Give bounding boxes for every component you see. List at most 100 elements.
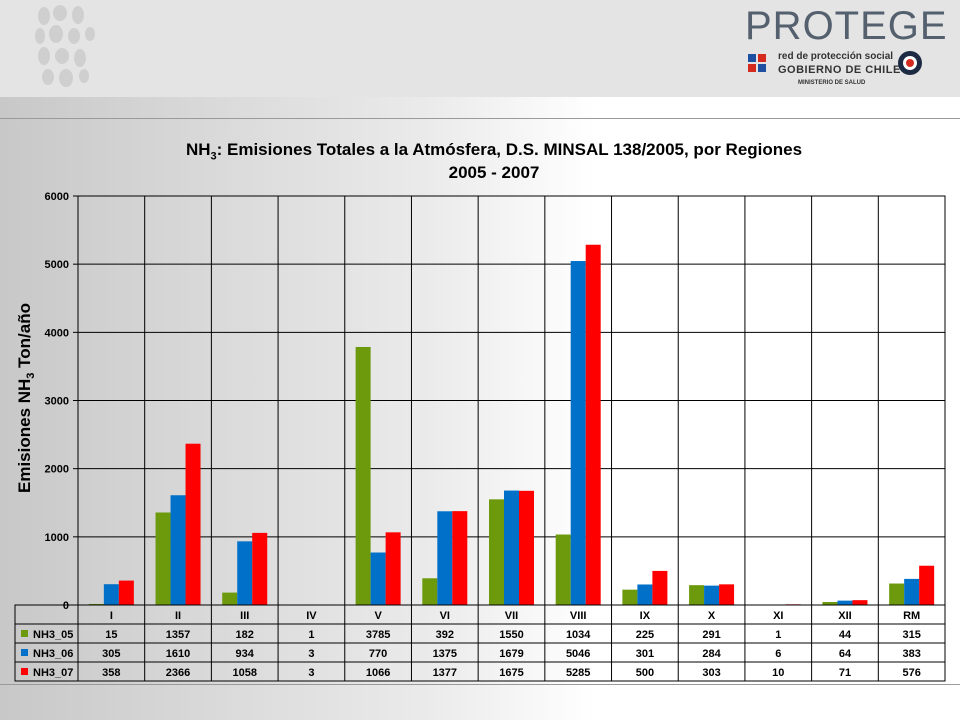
bar-nh3_05-vii — [489, 499, 504, 605]
bar-nh3_05-xii — [822, 602, 838, 605]
table-cell-value: 358 — [102, 667, 120, 679]
x-tick-label: VIII — [570, 610, 587, 622]
bar-nh3_06-vii — [504, 490, 519, 605]
legend-label: NH3_06 — [33, 648, 73, 660]
table-cell-value: 1058 — [232, 667, 256, 679]
legend-label: NH3_07 — [33, 667, 73, 679]
table-cell-value: 301 — [636, 648, 654, 660]
y-tick-label: 2000 — [45, 464, 69, 476]
table-cell-value: 392 — [436, 629, 454, 641]
x-tick-label: RM — [903, 610, 920, 622]
table-cell-value: 383 — [902, 648, 920, 660]
x-tick-label: III — [240, 610, 249, 622]
table-cell-value: 3 — [308, 667, 314, 679]
bar-nh3_05-iii — [222, 592, 238, 605]
bar-nh3_06-i — [103, 584, 119, 605]
table-cell-value: 284 — [702, 648, 721, 660]
table-cell-value: 1 — [775, 629, 781, 641]
bar-nh3_05-vi — [422, 578, 438, 605]
bar-nh3_06-rm — [904, 578, 920, 605]
table-cell-value: 3785 — [366, 629, 390, 641]
bar-nh3_05-x — [689, 585, 705, 605]
table-cell-value: 64 — [839, 648, 852, 660]
table-cell-value: 576 — [902, 667, 920, 679]
table-cell-value: 6 — [775, 648, 781, 660]
legend-swatch-nh3_07 — [21, 668, 28, 675]
y-tick-label: 1000 — [45, 532, 69, 544]
table-cell-value: 1 — [308, 629, 314, 641]
table-cell-value: 291 — [702, 629, 720, 641]
table-cell-value: 2366 — [166, 667, 190, 679]
chart-frame — [0, 118, 960, 685]
bar-nh3_06-vi — [437, 511, 453, 605]
y-tick-label: 5000 — [45, 259, 69, 271]
table-cell-value: 44 — [839, 629, 852, 641]
x-tick-label: I — [110, 610, 113, 622]
bar-nh3_05-ii — [155, 512, 171, 605]
table-cell-value: 1377 — [433, 667, 457, 679]
x-tick-label: VII — [505, 610, 518, 622]
table-cell-value: 182 — [236, 629, 254, 641]
legend-swatch-nh3_05 — [21, 630, 28, 637]
bar-nh3_06-xii — [837, 600, 853, 605]
bar-nh3_07-ix — [652, 570, 668, 605]
table-cell-value: 1675 — [499, 667, 523, 679]
bar-nh3_07-viii — [585, 244, 601, 605]
ministry-label: MINISTERIO DE SALUD — [798, 80, 866, 86]
government-label: GOBIERNO DE CHILE — [778, 64, 901, 76]
x-tick-label: XI — [773, 610, 783, 622]
bar-nh3_06-x — [704, 585, 720, 605]
x-tick-label: V — [374, 610, 382, 622]
chart-subtitle: 2005 - 2007 — [448, 163, 540, 182]
x-tick-label: X — [708, 610, 716, 622]
bar-nh3_05-rm — [889, 583, 905, 605]
table-cell-value: 5285 — [566, 667, 590, 679]
bar-nh3_05-v — [355, 346, 371, 605]
table-cell-value: 1034 — [566, 629, 591, 641]
x-tick-label: IX — [640, 610, 651, 622]
bar-nh3_07-iii — [252, 532, 268, 605]
x-tick-label: XII — [838, 610, 851, 622]
bar-nh3_07-xii — [852, 600, 868, 605]
bar-nh3_06-viii — [570, 261, 586, 605]
legend-label: NH3_05 — [33, 629, 73, 641]
y-tick-label: 4000 — [45, 327, 69, 339]
chile-flag-icon — [748, 54, 766, 72]
header-bar: PROTEGE red de protección social GOBIERN… — [0, 0, 960, 97]
slide-background — [0, 97, 960, 720]
table-cell-value: 770 — [369, 648, 387, 660]
table-cell-value: 1066 — [366, 667, 390, 679]
bar-nh3_06-ii — [170, 495, 186, 605]
bar-nh3_07-rm — [919, 565, 935, 605]
y-tick-label: 0 — [63, 600, 69, 612]
bar-nh3_05-ix — [622, 589, 638, 605]
table-cell-value: 15 — [105, 629, 117, 641]
legend-swatch-nh3_06 — [21, 649, 28, 656]
table-cell-value: 5046 — [566, 648, 590, 660]
table-cell-value: 305 — [102, 648, 120, 660]
bar-nh3_06-v — [370, 552, 386, 605]
bar-nh3_05-i — [88, 603, 104, 605]
bar-nh3_06-iii — [237, 541, 253, 605]
bar-nh3_07-vi — [452, 511, 468, 605]
table-cell-value: 71 — [839, 667, 851, 679]
bar-nh3_07-x — [719, 584, 735, 605]
leaf-pattern-logo — [35, 5, 95, 87]
table-cell-value: 1679 — [499, 648, 523, 660]
table-cell-value: 3 — [308, 648, 314, 660]
x-tick-label: II — [175, 610, 181, 622]
ministry-seal-icon — [898, 51, 922, 75]
bar-nh3_07-ii — [185, 443, 201, 605]
brand-subtitle: red de protección social — [778, 51, 894, 62]
bar-nh3_05-viii — [555, 534, 571, 605]
table-cell-value: 315 — [902, 629, 920, 641]
table-cell-value: 934 — [236, 648, 255, 660]
brand-logo-text: PROTEGE — [745, 4, 948, 48]
x-tick-label: IV — [306, 610, 317, 622]
x-tick-label: VI — [440, 610, 450, 622]
table-cell-value: 1550 — [499, 629, 523, 641]
table-cell-value: 225 — [636, 629, 654, 641]
bar-nh3_07-v — [385, 532, 401, 605]
bar-nh3_07-i — [118, 580, 134, 605]
